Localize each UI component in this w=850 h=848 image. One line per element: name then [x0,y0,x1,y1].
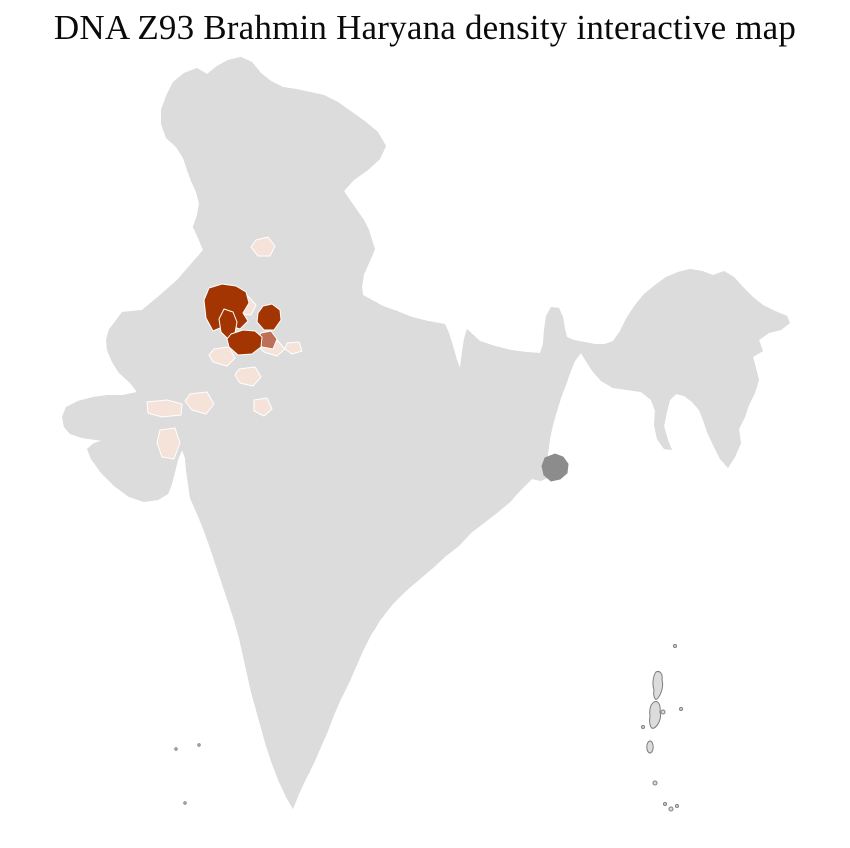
district-low-4[interactable] [234,366,262,387]
district-high-4[interactable] [256,303,282,331]
island [197,743,201,747]
island [663,802,667,806]
island [668,806,674,812]
island [174,747,178,751]
sundarbans-delta [541,453,569,482]
lakshadweep-islands [174,743,201,805]
island [641,725,645,729]
district-low-9[interactable] [156,427,181,460]
district-high-3[interactable] [226,329,263,356]
island [673,644,677,648]
density-districts[interactable] [146,236,303,460]
district-low-7[interactable] [184,391,215,415]
district-low-6[interactable] [284,341,303,355]
island [679,707,683,711]
district-low-1[interactable] [250,236,276,257]
island [652,671,664,700]
island [646,740,654,754]
page-title: DNA Z93 Brahmin Haryana density interact… [53,8,797,47]
district-high-1[interactable] [203,283,250,332]
island [652,780,658,786]
island [675,804,679,808]
district-low-10[interactable] [253,397,273,417]
district-low-8[interactable] [146,399,183,418]
andaman-nicobar-islands [641,644,683,812]
island [183,801,187,805]
island [660,709,666,715]
island [649,701,661,729]
